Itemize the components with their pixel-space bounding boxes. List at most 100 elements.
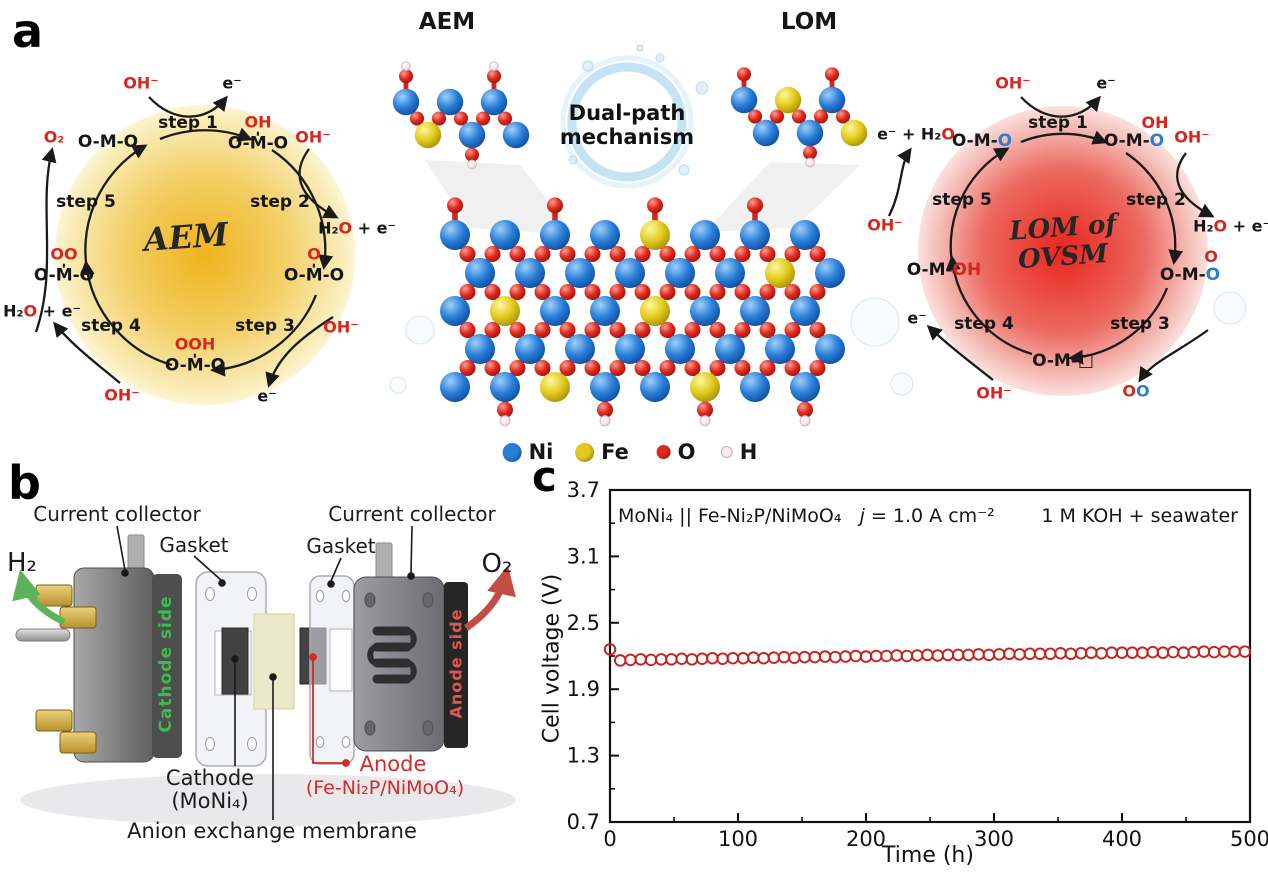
oxygen-atom: [559, 246, 576, 262]
lom-oo-out: OO: [1122, 381, 1150, 401]
anode-label-line2: (Fe-Ni₂P/NiMoO₄): [305, 777, 465, 799]
chart-data-point: [1033, 647, 1047, 661]
aem-o2-out: O₂: [43, 127, 65, 147]
chart-data-point: [1125, 646, 1139, 659]
oxygen-atom: [659, 322, 676, 338]
oxygen-atom: [734, 322, 751, 338]
crystal-bond: [502, 347, 533, 389]
oxygen-atom: [634, 246, 651, 262]
oxygen-atom: [809, 246, 826, 262]
oxygen-atom: [784, 246, 801, 262]
crystal-bond: [602, 347, 633, 389]
oxygen-atom: [486, 69, 502, 84]
crystal-bond: [491, 100, 519, 137]
lattice-o-label: O: [1149, 131, 1165, 151]
y-tick-label: 2.5: [567, 611, 600, 635]
chart-annotation-cell: MoNi₄ || Fe-Ni₂P/NiMoO₄ j = 1.0 A cm⁻²: [618, 505, 995, 527]
h2o-label: H₂: [3, 301, 24, 321]
ni-atom: [590, 296, 620, 326]
anode-side-label: Anode side: [446, 608, 466, 719]
hydrogen-atom: [799, 415, 811, 427]
ni-atom: [480, 88, 508, 116]
h2o-o-label: O: [1213, 216, 1228, 236]
oxygen-atom: [784, 360, 801, 376]
ni-atom: [590, 220, 620, 250]
chart-data-point: [1156, 646, 1170, 659]
chart-data-point: [839, 650, 852, 663]
chart-data-point: [951, 648, 965, 662]
oxygen-atom: [659, 246, 676, 262]
ni-atom: [392, 88, 420, 116]
ni-atom: [715, 258, 745, 288]
aem-oh-in-right: OH⁻: [295, 127, 331, 147]
species-base-label: O-M-O: [164, 355, 226, 376]
callout-wedges: [425, 160, 860, 235]
lom-step2-label: step 2: [1126, 190, 1186, 211]
ni-atom: [818, 86, 846, 114]
chart-data-point: [921, 648, 934, 662]
crystal-bond: [403, 100, 431, 137]
oxygen-atom: [409, 111, 425, 126]
cathode-end-plate: [73, 567, 155, 763]
cathode-label-line1: Cathode: [165, 766, 255, 790]
oxygen-atom: [697, 401, 713, 418]
oxygen-atom: [609, 284, 626, 300]
ni-atom: [490, 220, 520, 250]
h2o-o-label: O: [338, 218, 353, 238]
oxygen-atom: [634, 284, 651, 300]
oxygen-atom: [464, 147, 480, 162]
chart-data-point: [706, 651, 719, 665]
anode-plate-holes: [364, 592, 434, 736]
chart-data-point: [869, 649, 883, 663]
lattice-o-label: O: [1205, 265, 1221, 285]
oxygen-atom: [484, 322, 501, 338]
crystal-bond: [802, 309, 833, 351]
adsorbate-bond-line: [257, 131, 259, 136]
h2o-o-label: O: [23, 301, 38, 321]
crystal-bond: [627, 347, 658, 389]
oxygen-atom: [453, 111, 469, 126]
ni-atom: [665, 334, 695, 364]
ni-atom: [565, 258, 595, 288]
legend-item-o: O: [656, 440, 695, 464]
aem-step3-label: step 3: [235, 316, 295, 337]
crystal-bond: [702, 309, 733, 351]
ni-atom: [815, 334, 845, 364]
chart-data-point: [603, 643, 617, 656]
anode-plate-tab: [375, 542, 393, 580]
crystal-bond: [752, 347, 783, 389]
fe-atom: [640, 296, 670, 326]
oxygen-atom: [447, 197, 463, 214]
chart-data-point: [1146, 645, 1159, 659]
oxygen-atom: [684, 360, 701, 376]
lom-step3-label: step 3: [1110, 314, 1170, 335]
crystal-bond: [552, 309, 583, 351]
ni-atom: [458, 121, 486, 149]
oxygen-atom: [684, 246, 701, 262]
oxygen-atom: [497, 111, 513, 126]
oxygen-atom: [734, 360, 751, 376]
oxygen-atom: [509, 284, 526, 300]
o2-arrow: [463, 565, 516, 631]
chart-data-point: [890, 649, 903, 662]
ni-atom: [765, 334, 795, 364]
lom-step1-label: step 1: [1028, 113, 1088, 134]
crystal-bond: [652, 347, 683, 389]
oxygen-atom: [791, 109, 807, 124]
fe-atom: [540, 372, 570, 402]
ni-atom: [615, 334, 645, 364]
chart-data-point: [716, 652, 729, 666]
chart-annotation-electrolyte: 1 M KOH + seawater: [1041, 505, 1238, 527]
crystal-bond: [577, 271, 608, 313]
crystal-bond: [527, 309, 558, 351]
oo-blue-label: O: [1136, 381, 1150, 401]
chart-data-point: [900, 649, 914, 663]
ni-atom: [590, 372, 620, 402]
crystal-bond: [502, 309, 533, 351]
hydrogen-atom: [805, 157, 815, 168]
oxygen-atom: [809, 360, 826, 376]
crystal-bond: [677, 271, 708, 313]
oxygen-atom: [684, 322, 701, 338]
plus-e-label: + e⁻: [37, 301, 81, 321]
lom-e-out-left: e⁻: [907, 308, 927, 328]
